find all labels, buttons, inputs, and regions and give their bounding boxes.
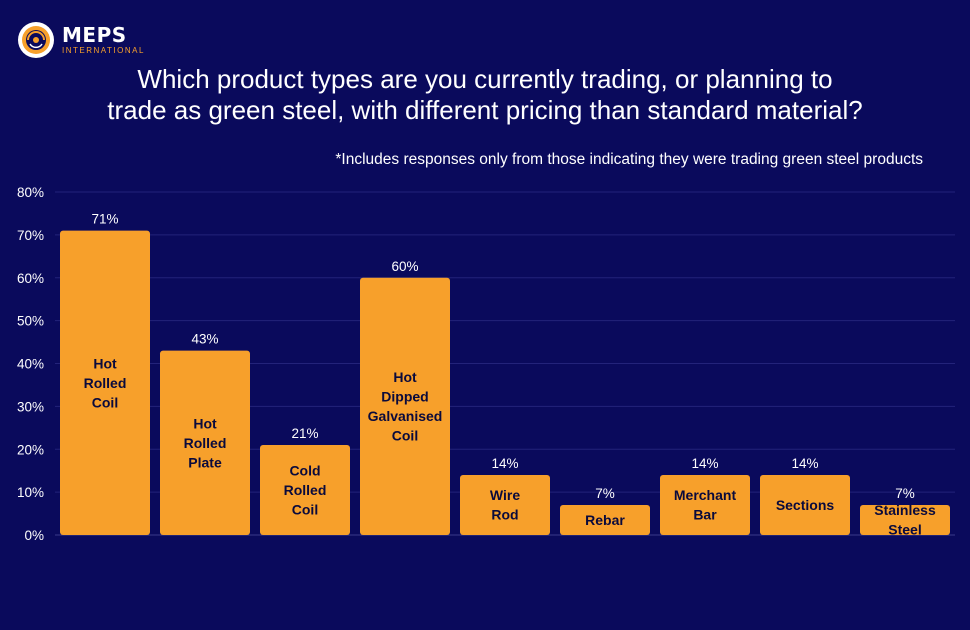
category-label-line: Dipped — [381, 389, 428, 405]
category-label-line: Coil — [392, 428, 418, 444]
chart-title-line-1: Which product types are you currently tr… — [137, 64, 833, 94]
y-tick-label: 80% — [17, 185, 44, 200]
category-label-line: Rebar — [585, 512, 625, 528]
meps-globe-icon — [18, 22, 54, 58]
bar — [260, 444, 350, 535]
category-label: Hot Rolled Coil — [84, 355, 127, 410]
chart-title: Which product types are you currently tr… — [60, 64, 910, 126]
data-label: 60% — [391, 259, 418, 274]
category-label-line: Wire — [490, 487, 520, 503]
data-label: 14% — [791, 456, 818, 471]
category-label-line: Sections — [776, 497, 835, 513]
category-label-line: Coil — [292, 501, 318, 517]
y-tick-label: 70% — [17, 228, 44, 243]
chart-title-line-2: trade as green steel, with different pri… — [107, 95, 863, 125]
category-label-line: Rod — [491, 507, 518, 523]
category-label: Rebar — [585, 512, 625, 528]
category-label-line: Galvanised — [368, 408, 443, 424]
brand-name: MEPS — [62, 23, 127, 47]
bar — [860, 504, 950, 535]
category-label: Cold Rolled Coil — [284, 462, 327, 517]
category-label-line: Rolled — [84, 375, 127, 391]
bar — [160, 350, 250, 535]
category-label-line: Steel — [888, 522, 921, 538]
category-label-line: Cold — [289, 462, 320, 478]
category-label-line: Hot — [193, 415, 217, 431]
data-label: 21% — [291, 426, 318, 441]
bar — [560, 504, 650, 535]
y-tick-label: 50% — [17, 314, 44, 329]
bar — [760, 474, 850, 535]
data-label: 14% — [491, 456, 518, 471]
category-label-line: Bar — [693, 507, 717, 523]
bar — [460, 474, 550, 535]
category-label: Merchant Bar — [674, 487, 737, 523]
category-label-line: Rolled — [284, 482, 327, 498]
category-label-line: Hot — [393, 369, 417, 385]
meps-logo: MEPS INTERNATIONAL — [16, 20, 145, 60]
bar — [660, 474, 750, 535]
category-label-line: Hot — [93, 355, 117, 371]
data-label: 71% — [91, 212, 118, 227]
y-tick-label: 60% — [17, 271, 44, 286]
bar — [60, 230, 150, 535]
chart-footnote: *Includes responses only from those indi… — [335, 151, 923, 168]
y-tick-label: 0% — [24, 528, 44, 543]
category-label-line: Coil — [92, 394, 118, 410]
category-label: Stainless Steel — [874, 502, 936, 538]
y-tick-label: 40% — [17, 357, 44, 372]
category-label-line: Stainless — [874, 502, 936, 518]
category-label: Wire Rod — [490, 487, 520, 523]
y-tick-label: 30% — [17, 399, 44, 414]
data-label: 7% — [895, 486, 915, 501]
brand-subtitle: INTERNATIONAL — [62, 46, 145, 55]
data-label: 43% — [191, 332, 218, 347]
data-label: 14% — [691, 456, 718, 471]
category-label: Sections — [776, 497, 835, 513]
bar — [360, 277, 450, 535]
category-label-line: Plate — [188, 454, 222, 470]
category-label-line: Merchant — [674, 487, 737, 503]
category-label-line: Rolled — [184, 435, 227, 451]
y-tick-label: 20% — [17, 442, 44, 457]
y-tick-label: 10% — [17, 485, 44, 500]
data-label: 7% — [595, 486, 615, 501]
category-label: Hot Rolled Plate — [184, 415, 227, 470]
category-label: Hot Dipped Galvanised Coil — [368, 369, 443, 444]
